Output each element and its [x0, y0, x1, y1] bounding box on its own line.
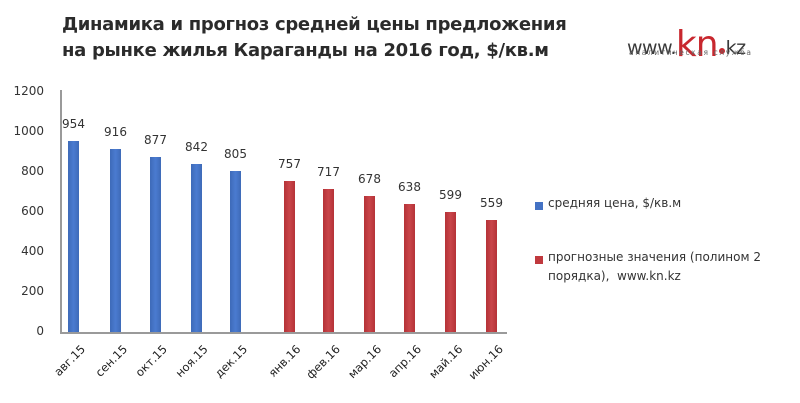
data-label: 954	[62, 117, 85, 132]
data-label: 842	[185, 139, 208, 154]
x-tick-label: май.16	[425, 342, 465, 382]
logo-suffix: kz	[725, 37, 746, 59]
y-tick-label: 1200	[13, 84, 44, 98]
x-tick-label: июн.16	[465, 342, 506, 383]
logo-text: www.kn kz	[627, 22, 746, 65]
data-label: 717	[317, 164, 340, 179]
bar-forecast	[486, 220, 497, 332]
bar-forecast	[323, 188, 334, 332]
data-label: 559	[480, 196, 503, 211]
data-label: 599	[439, 188, 462, 203]
logo-tagline: аналитическая служба	[629, 48, 753, 57]
bar-forecast	[284, 180, 295, 332]
data-label: 877	[144, 132, 167, 147]
bar-actual	[68, 141, 79, 332]
bar-forecast	[364, 196, 375, 332]
data-label: 916	[104, 124, 127, 139]
data-label: 757	[278, 156, 301, 171]
x-tick-label: фев.16	[303, 342, 343, 382]
y-tick-label: 0	[36, 324, 44, 338]
x-tick-label: янв.16	[266, 342, 304, 380]
legend-label-actual: средняя цена, $/кв.м	[548, 196, 682, 210]
legend-label-forecast: прогнозные значения (полином 2 порядка),…	[548, 248, 761, 286]
y-tick-label: 1000	[13, 124, 44, 138]
chart-title-line-2: на рынке жилья Караганды на 2016 год, $/…	[62, 40, 549, 61]
bar-forecast	[445, 212, 456, 332]
logo-prefix: www.	[627, 37, 676, 59]
y-tick-label: 400	[21, 244, 44, 258]
bar-actual	[191, 163, 202, 332]
data-label: 638	[398, 180, 421, 195]
bar-actual	[150, 156, 161, 332]
bar-forecast	[404, 204, 415, 332]
y-tick-label: 600	[21, 204, 44, 218]
chart-title-line-1: Динамика и прогноз средней цены предложе…	[62, 14, 567, 35]
data-label: 678	[358, 172, 381, 187]
x-tick-label: мар.16	[344, 342, 384, 382]
x-tick-label: ноя.15	[172, 342, 211, 381]
x-tick-label: окт.15	[132, 342, 170, 380]
legend-label-forecast-line-2: порядка), www.kn.kz	[548, 269, 681, 283]
logo-brand: kn	[675, 24, 719, 65]
legend-swatch-forecast	[535, 256, 543, 264]
logo-dot-icon	[718, 48, 725, 54]
x-axis-line	[60, 332, 507, 334]
y-tick-label: 200	[21, 284, 44, 298]
legend-swatch-actual	[535, 202, 543, 210]
x-tick-label: дек.15	[211, 342, 250, 381]
bar-actual	[230, 171, 241, 332]
data-label: 805	[224, 147, 247, 161]
chart-title: Динамика и прогноз средней цены предложе…	[62, 12, 567, 64]
x-tick-label: апр.16	[385, 342, 424, 381]
y-axis-line	[60, 90, 62, 333]
legend-label-forecast-line-1: прогнозные значения (полином 2	[548, 250, 761, 264]
x-tick-label: авг.15	[51, 342, 88, 379]
y-tick-label: 800	[21, 164, 44, 178]
bar-actual	[110, 148, 121, 332]
x-tick-label: сен.15	[92, 342, 130, 380]
kn-kz-logo: www.kn kz аналитическая служба	[627, 14, 787, 65]
